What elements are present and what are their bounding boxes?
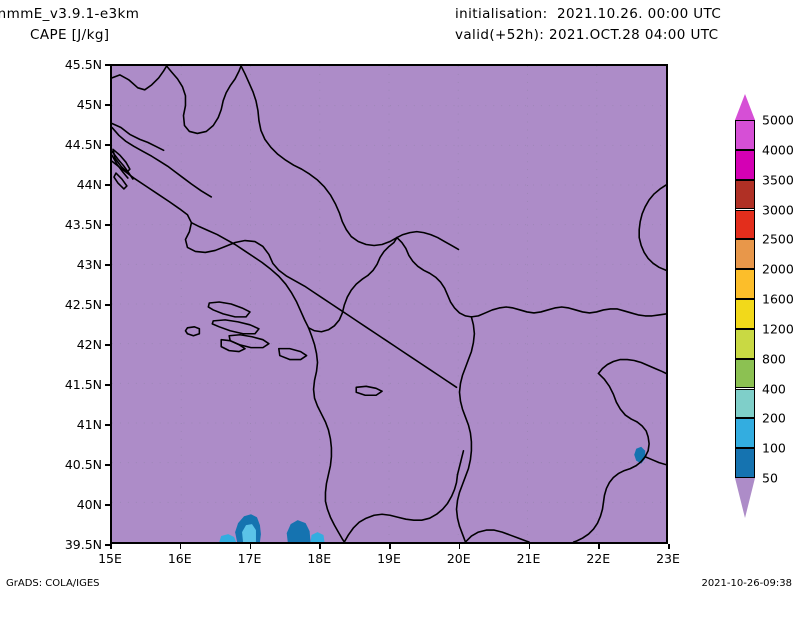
colorbar-tick-label: 1600 — [762, 291, 794, 307]
lat-tick-mark — [105, 104, 110, 106]
lon-tick-label: 21E — [516, 551, 541, 566]
lat-tick-label: 39.5N — [64, 537, 102, 552]
colorbar-band — [735, 388, 755, 419]
footer-timestamp: 2021-10-26-09:38 — [701, 578, 792, 589]
lat-tick-label: 42.5N — [64, 297, 102, 312]
colorbar-tick-label: 2500 — [762, 231, 794, 247]
valid-time: valid(+52h): 2021.OCT.28 04:00 UTC — [455, 27, 719, 43]
lat-tick-mark — [105, 344, 110, 346]
colorbar-band — [735, 358, 755, 389]
lat-tick-mark — [105, 384, 110, 386]
colorbar-band — [735, 448, 755, 478]
lat-tick-label: 43.5N — [64, 217, 102, 232]
colorbar-tick-label: 400 — [762, 381, 786, 396]
lon-tick-mark — [179, 544, 182, 549]
colorbar-tick-label: 5000 — [762, 112, 794, 128]
colorbar-band — [735, 239, 755, 270]
lat-tick-label: 44N — [76, 177, 102, 192]
lon-tick-mark — [319, 544, 321, 549]
cape-colorbar: 5000 4000 3500 3000 2500 2000 1600 1200 800 400 20… — [735, 94, 794, 518]
lat-tick-mark — [105, 544, 110, 546]
gridlines — [112, 66, 666, 542]
colorbar-tick-label: 4000 — [762, 142, 794, 158]
initialisation-time: initialisation: 2021.10.26. 00:00 UTC — [455, 6, 722, 22]
lon-tick-mark — [458, 544, 461, 549]
lat-tick-label: 42N — [76, 337, 102, 352]
colorbar-tick-label: 3500 — [762, 172, 794, 188]
lon-tick-mark — [110, 544, 112, 549]
lat-tick-label: 41.5N — [64, 377, 102, 392]
lat-tick-label: 40.5N — [64, 457, 102, 472]
lon-tick-mark — [598, 544, 600, 549]
coastline-and-borders — [112, 66, 666, 542]
lat-tick-mark — [105, 304, 110, 306]
colorbar-band — [735, 179, 755, 210]
colorbar-band — [735, 209, 755, 240]
footer-credit: GrADS: COLA/IGES — [6, 578, 100, 589]
lat-tick-mark — [105, 184, 110, 186]
lat-tick-mark — [105, 464, 110, 466]
lat-tick-mark — [105, 264, 110, 266]
lat-tick-label: 45N — [76, 97, 102, 112]
colorbar-band — [735, 328, 755, 359]
lon-tick-label: 19E — [377, 551, 401, 566]
lon-tick-label: 20E — [446, 551, 471, 566]
lat-tick-label: 40N — [76, 497, 102, 512]
lat-tick-label: 43N — [76, 257, 102, 272]
cape-contour-shapes — [219, 446, 646, 542]
lon-tick-mark — [389, 544, 391, 549]
colorbar-tick-label: 800 — [762, 351, 786, 367]
lat-tick-mark — [105, 144, 110, 146]
map-plot-area — [110, 64, 668, 544]
colorbar-arrow-top — [735, 94, 755, 120]
colorbar-band — [735, 149, 755, 180]
lon-tick-label: 18E — [307, 551, 332, 566]
lon-tick-label: 23E — [656, 551, 680, 566]
colorbar-tick-label: 3000 — [762, 202, 794, 217]
colorbar-band — [735, 120, 755, 150]
lon-tick-label: 17E — [237, 551, 262, 566]
lat-tick-mark — [105, 504, 110, 506]
lon-tick-mark — [668, 544, 670, 549]
colorbar-band — [735, 269, 755, 299]
colorbar-arrow-bottom — [735, 478, 755, 518]
colorbar-band — [735, 299, 755, 329]
map-canvas — [112, 66, 666, 542]
lat-tick-mark — [105, 424, 110, 426]
lat-tick-label: 44.5N — [64, 137, 102, 152]
variable-title: CAPE [J/kg] — [30, 27, 110, 43]
colorbar-tick-label: 1200 — [762, 321, 794, 337]
colorbar-tick-label: 100 — [762, 440, 786, 456]
lon-tick-mark — [249, 544, 251, 549]
lon-tick-mark — [528, 544, 530, 549]
lat-tick-mark — [105, 224, 110, 226]
colorbar-tick-label: 50 — [762, 470, 778, 486]
lat-tick-mark — [105, 64, 110, 66]
model-title: f-nmmE_v3.9.1-e3km — [0, 6, 140, 22]
colorbar-tick-label: 200 — [762, 410, 786, 426]
lon-tick-label: 22E — [586, 551, 611, 566]
lon-tick-label: 16E — [167, 551, 192, 566]
lat-tick-label: 45.5N — [64, 57, 102, 72]
colorbar-band — [735, 418, 755, 449]
lat-tick-label: 41N — [76, 417, 102, 432]
lon-tick-label: 15E — [98, 551, 122, 566]
colorbar-tick-label: 2000 — [762, 261, 794, 277]
